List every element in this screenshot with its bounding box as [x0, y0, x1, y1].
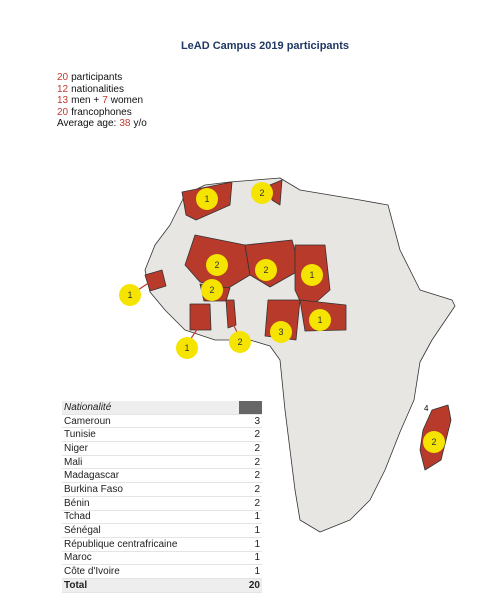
row: Burkina Faso 2 — [62, 482, 262, 497]
row: Cameroun 3 — [62, 414, 262, 429]
marker-label: 2 — [263, 265, 268, 275]
row: Mali 2 — [62, 455, 262, 470]
marker — [196, 188, 218, 210]
nationality-table: Nationalité Cameroun 3 Tunisie 2 Niger 2 Mali 2 M… — [62, 401, 262, 593]
count: 1 — [239, 510, 262, 525]
count: 2 — [239, 482, 262, 497]
count: 2 — [239, 468, 262, 484]
marker-label: 2 — [431, 437, 436, 447]
country: Bénin — [62, 496, 240, 511]
country: Côte d'Ivoire — [62, 564, 240, 579]
stat-line: 20 francophones — [57, 107, 147, 119]
country: Tunisie — [62, 427, 240, 443]
marker — [176, 337, 198, 359]
marker — [423, 431, 445, 453]
marker — [270, 321, 292, 343]
header-row: Nationalité — [62, 401, 262, 415]
total-row: Total 20 — [62, 578, 262, 593]
count: 1 — [239, 537, 262, 552]
country: Niger — [62, 441, 240, 456]
marker — [309, 309, 331, 331]
stray-label: 4 — [424, 404, 429, 413]
country: Mali — [62, 455, 240, 470]
stat-line: Average age: 38 y/o — [57, 118, 147, 130]
count: 2 — [239, 441, 262, 456]
marker — [201, 279, 223, 301]
stat-number: 38 — [119, 118, 131, 129]
marker-label: 1 — [127, 290, 132, 300]
marker — [119, 284, 141, 306]
header-cell: Nationalité — [62, 401, 240, 415]
marker-label: 2 — [237, 337, 242, 347]
count: 3 — [239, 414, 262, 429]
row: République centrafricaine 1 — [62, 537, 262, 552]
count: 1 — [239, 551, 262, 566]
row: Tunisie 2 — [62, 427, 262, 443]
marker — [301, 264, 323, 286]
marker-label: 2 — [209, 285, 214, 295]
row: Bénin 2 — [62, 496, 262, 511]
stat-line: 13 men +7 women — [57, 95, 147, 107]
country: Maroc — [62, 551, 240, 566]
stat-text: participants — [71, 72, 123, 83]
stat-line: 12 nationalities — [57, 84, 147, 96]
country: Sénégal — [62, 523, 240, 538]
total-value: 20 — [239, 578, 262, 593]
country: Burkina Faso — [62, 482, 240, 497]
row: Niger 2 — [62, 441, 262, 456]
row: Madagascar 2 — [62, 468, 262, 484]
stats: 20 participants 12 nationalities 13 men +7 wom… — [57, 72, 147, 130]
row: Maroc 1 — [62, 551, 262, 566]
country: Tchad — [62, 510, 240, 525]
stat-number: 12 — [57, 83, 69, 95]
marker — [229, 331, 251, 353]
stat-number: 13 — [57, 95, 69, 106]
country: Cameroun — [62, 414, 240, 429]
stat-line: 20 participants — [57, 72, 147, 84]
count: 1 — [239, 564, 262, 579]
marker-label: 1 — [204, 194, 209, 204]
count: 2 — [239, 455, 262, 470]
stat-text: men + — [71, 95, 100, 106]
row: Côte d'Ivoire 1 — [62, 564, 262, 579]
country: République centrafricaine — [62, 537, 240, 552]
marker-label: 2 — [259, 188, 264, 198]
row: Tchad 1 — [62, 510, 262, 525]
marker — [251, 182, 273, 204]
total-label: Total — [62, 578, 240, 593]
marker-label: 2 — [214, 260, 219, 270]
stat-number: 7 — [102, 95, 108, 106]
stat-text: Average age: — [57, 118, 117, 129]
marker-label: 1 — [184, 343, 189, 353]
marker — [255, 259, 277, 281]
marker — [206, 254, 228, 276]
stat-text: nationalities — [71, 83, 124, 95]
count: 2 — [239, 496, 262, 511]
count: 2 — [239, 427, 262, 443]
marker-label: 1 — [309, 270, 314, 280]
marker-label: 1 — [317, 315, 322, 325]
stat-text: francophones — [71, 106, 132, 118]
row: Sénégal 1 — [62, 523, 262, 538]
stat-number: 20 — [57, 72, 69, 83]
stat-text: y/o — [133, 118, 147, 129]
title: LeAD Campus 2019 participants — [180, 40, 350, 52]
count: 1 — [239, 523, 262, 538]
stat-text: women — [110, 95, 144, 106]
header-bar — [239, 401, 262, 415]
marker-label: 3 — [278, 327, 283, 337]
country: Madagascar — [62, 468, 240, 484]
stat-number: 20 — [57, 106, 69, 118]
